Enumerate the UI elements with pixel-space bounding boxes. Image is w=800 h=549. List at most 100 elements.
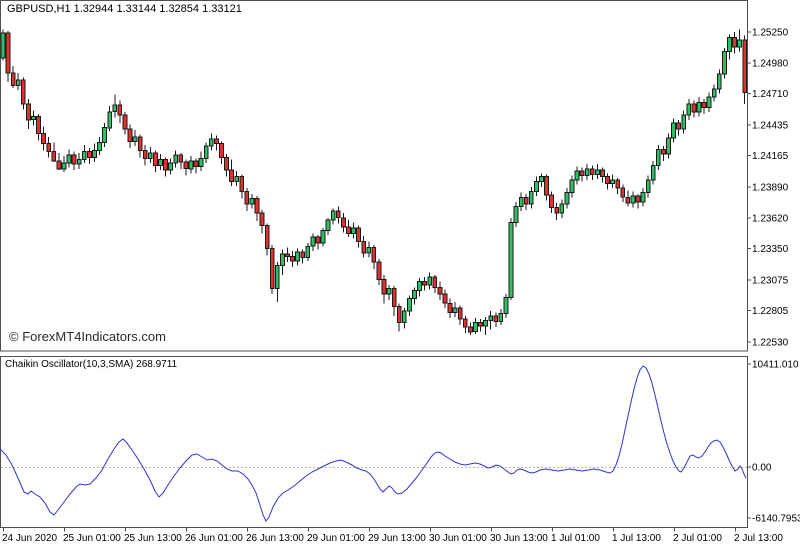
candle-body [620, 187, 626, 198]
candle-body [640, 192, 646, 203]
candle-body [468, 326, 473, 333]
candle-body [559, 203, 565, 214]
candle-body [15, 79, 21, 87]
candle-body [711, 88, 717, 98]
time-axis-label: 29 Jun 13:00 [368, 533, 426, 544]
candle-body [737, 39, 743, 48]
candle-body [549, 194, 555, 208]
candle-body [462, 318, 468, 328]
indicator-axis-max-label: 10411.010 [752, 360, 799, 371]
candle-body [584, 168, 590, 177]
candle-body [66, 154, 72, 164]
candle-body [686, 103, 692, 116]
candle-body [351, 227, 356, 235]
candle-body [732, 37, 737, 48]
candle-body [645, 179, 651, 194]
candle-body [163, 159, 168, 171]
candle-body [396, 306, 402, 324]
candle-body [442, 293, 448, 304]
candle-body [381, 278, 387, 295]
candle-body [102, 127, 107, 143]
candle-body [518, 196, 524, 207]
candle-body [742, 39, 748, 93]
candle-body [488, 315, 494, 321]
time-axis-label: 1 Jul 01:00 [551, 533, 600, 544]
candle-body [31, 115, 36, 121]
candle-body [239, 176, 245, 192]
candle-body [132, 136, 138, 142]
candle-body [447, 302, 453, 313]
candle-body [554, 207, 560, 214]
candle-body [142, 150, 148, 159]
candle-body [523, 196, 529, 205]
candle-body [315, 236, 321, 244]
candle-body [219, 143, 224, 158]
candle-body [158, 159, 163, 166]
candle-body [290, 256, 296, 262]
candle-body [386, 287, 392, 295]
candle-body [635, 195, 641, 203]
candle-body [285, 253, 290, 257]
time-axis-label: 24 Jun 2020 [2, 533, 57, 544]
main-chart-pane[interactable] [0, 0, 748, 352]
indicator-chart-pane[interactable] [0, 356, 748, 528]
indicator-axis-zero-label: 0.00 [752, 463, 772, 474]
candle-body [234, 176, 240, 182]
candle-body [305, 245, 311, 259]
candle-body [691, 103, 697, 113]
candle-body [595, 169, 600, 175]
time-axis-label: 26 Jun 13:00 [246, 533, 304, 544]
candle-body [20, 79, 26, 105]
candle-body [107, 111, 113, 129]
candle-body [574, 170, 580, 181]
candle-body [503, 297, 509, 315]
candle-body [269, 248, 275, 289]
candle-body [498, 313, 504, 322]
candle-body [214, 138, 219, 145]
candle-body [544, 176, 550, 196]
candle-body [376, 261, 382, 280]
candle-body [427, 276, 433, 286]
candle-body [183, 161, 189, 170]
candle-body [493, 315, 499, 322]
candle-body [178, 154, 184, 163]
candle-body [422, 281, 428, 286]
candle-body [417, 281, 423, 292]
candle-body [457, 307, 463, 320]
time-axis-label: 26 Jun 01:00 [185, 533, 243, 544]
candle-body [300, 251, 306, 259]
candle-body [356, 227, 362, 243]
price-axis-label: 1.25250 [752, 28, 789, 39]
time-axis-label: 2 Jul 01:00 [673, 533, 722, 544]
candle-body [264, 225, 270, 249]
candle-body [412, 290, 417, 300]
candle-body [10, 72, 16, 86]
candle-body [224, 156, 229, 171]
candle-body [650, 164, 656, 181]
time-axis-label: 25 Jun 13:00 [124, 533, 182, 544]
candle-body [87, 151, 92, 158]
candle-body [600, 169, 605, 178]
time-axis-label: 30 Jun 13:00 [490, 533, 548, 544]
candle-body [579, 170, 585, 177]
symbol-ohlc-header: GBPUSD,H1 1.32944 1.33144 1.32854 1.3312… [7, 3, 242, 15]
candle-body [681, 114, 687, 130]
candle-body [229, 169, 234, 182]
time-axis-label: 1 Jul 13:00 [612, 533, 661, 544]
candle-body [371, 246, 377, 263]
candle-body [508, 221, 514, 298]
time-axis-label: 29 Jun 01:00 [307, 533, 365, 544]
candle-body [51, 151, 57, 162]
candle-body [26, 103, 31, 121]
chaikin-oscillator-line [0, 365, 747, 522]
price-axis-label: 1.24710 [752, 89, 789, 100]
candle-body [615, 179, 621, 189]
candle-body [569, 179, 575, 194]
candle-body [173, 154, 179, 164]
candle-body [401, 310, 407, 324]
indicator-axis-min-label: -6140.7953 [752, 514, 800, 525]
candle-body [706, 96, 712, 108]
candle-body [112, 104, 118, 113]
